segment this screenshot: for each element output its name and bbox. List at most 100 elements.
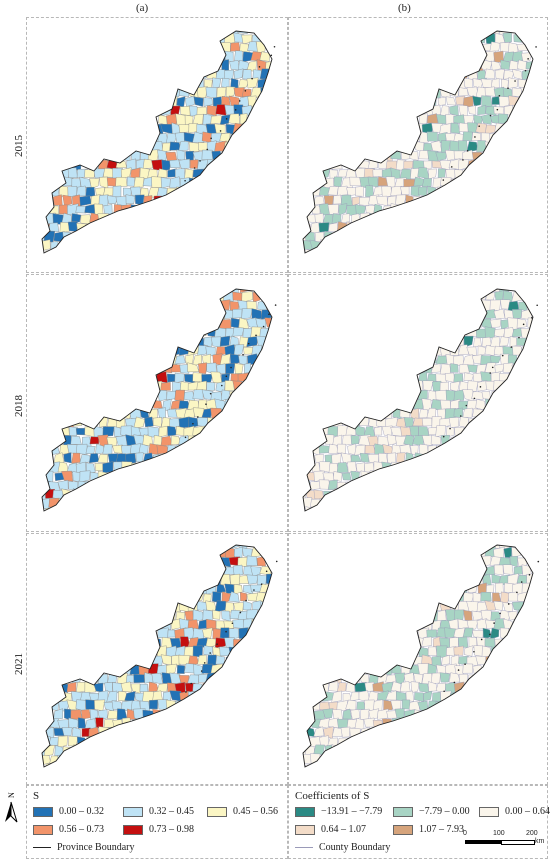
county-cell xyxy=(502,362,514,373)
county-cell xyxy=(59,222,70,234)
county-cell xyxy=(390,426,402,437)
county-cell xyxy=(367,454,380,464)
county-cell xyxy=(349,176,362,187)
county-cell xyxy=(247,95,257,108)
county-cell xyxy=(192,131,205,143)
county-cell xyxy=(230,42,241,52)
county-cell xyxy=(89,178,100,189)
legend-b-item: 1.07 – 7.93 xyxy=(393,824,464,835)
county-cell xyxy=(45,762,55,767)
legend-b-item: 0.64 – 1.07 xyxy=(295,824,366,835)
county-cell xyxy=(494,328,506,338)
county-cell xyxy=(246,574,259,585)
north-label: N xyxy=(7,792,16,798)
county-cell xyxy=(512,345,523,356)
county-cell xyxy=(57,461,69,473)
county-cell xyxy=(486,584,495,593)
county-cell xyxy=(120,681,133,693)
county-cell xyxy=(166,390,176,401)
county-cell xyxy=(176,149,186,162)
island-dot xyxy=(501,354,504,357)
county-cell xyxy=(189,159,199,169)
county-cell xyxy=(69,426,78,437)
county-cell xyxy=(493,106,505,115)
county-cell xyxy=(463,77,473,89)
county-cell xyxy=(169,159,181,169)
county-cell xyxy=(48,497,61,509)
island-dot xyxy=(493,622,495,624)
county-cell xyxy=(453,355,464,366)
map-panel-a-2015 xyxy=(26,17,288,273)
county-cell xyxy=(210,115,222,125)
county-cell xyxy=(436,609,447,622)
island-dot xyxy=(199,160,201,162)
county-cell xyxy=(148,443,160,455)
island-dot xyxy=(275,560,278,563)
county-cell xyxy=(239,113,248,125)
county-cell xyxy=(246,77,259,89)
county-cell xyxy=(404,654,415,666)
county-cell xyxy=(62,194,73,207)
county-cell xyxy=(507,610,518,621)
county-cell xyxy=(414,692,424,702)
legend-b: Coefficients of S −13.91 – −7.79 −7.79 –… xyxy=(288,785,550,859)
county-cell xyxy=(205,600,217,612)
county-cell xyxy=(480,151,492,161)
county-cell xyxy=(151,363,164,373)
county-cell xyxy=(471,152,484,161)
county-cell xyxy=(42,239,51,252)
legend-swatch xyxy=(123,806,143,817)
county-cell xyxy=(412,380,424,392)
county-cell xyxy=(303,479,312,492)
county-cell xyxy=(49,717,60,729)
county-cell xyxy=(331,690,342,703)
county-cell xyxy=(426,131,438,142)
county-cell xyxy=(490,78,500,88)
island-dot xyxy=(268,313,270,316)
county-cell xyxy=(340,213,351,224)
county-cell xyxy=(184,354,194,365)
island-dot xyxy=(464,663,466,666)
county-cell xyxy=(453,389,465,402)
county-cell xyxy=(494,564,504,576)
county-cell xyxy=(372,169,384,178)
county-cell xyxy=(151,176,163,188)
county-cell xyxy=(494,69,505,80)
county-cell xyxy=(448,417,460,428)
county-cell xyxy=(228,628,239,640)
county-cell xyxy=(445,426,455,438)
county-cell xyxy=(53,728,65,736)
county-cell xyxy=(179,105,191,116)
county-cell xyxy=(345,426,357,437)
county-cell xyxy=(467,105,477,115)
north-arrow-icon: N xyxy=(5,792,18,823)
island-dot xyxy=(520,581,523,583)
county-cell xyxy=(219,335,231,347)
scale-unit: km xyxy=(535,838,545,845)
county-cell xyxy=(502,32,512,43)
county-cell xyxy=(419,444,430,456)
county-cell xyxy=(89,436,100,445)
county-cell xyxy=(480,592,492,602)
county-cell xyxy=(521,346,532,356)
county-cell xyxy=(203,97,213,107)
county-cell xyxy=(241,308,253,320)
legend-swatch xyxy=(295,806,315,817)
county-cell xyxy=(242,69,252,80)
county-cell xyxy=(489,41,501,52)
county-cell xyxy=(257,574,268,586)
county-cell xyxy=(458,87,469,97)
island-dot xyxy=(480,638,483,641)
county-cell xyxy=(212,609,221,620)
scale-bar: 0 100 200 km xyxy=(463,830,545,852)
county-cell xyxy=(327,186,339,196)
county-cell xyxy=(224,69,234,80)
county-cell xyxy=(418,186,428,197)
county-cell xyxy=(432,691,442,703)
county-cell xyxy=(160,654,172,666)
county-cell xyxy=(458,122,469,133)
county-cell xyxy=(491,574,501,584)
county-cell xyxy=(212,77,222,89)
island-dot xyxy=(453,681,456,684)
legend-swatch xyxy=(295,824,315,835)
